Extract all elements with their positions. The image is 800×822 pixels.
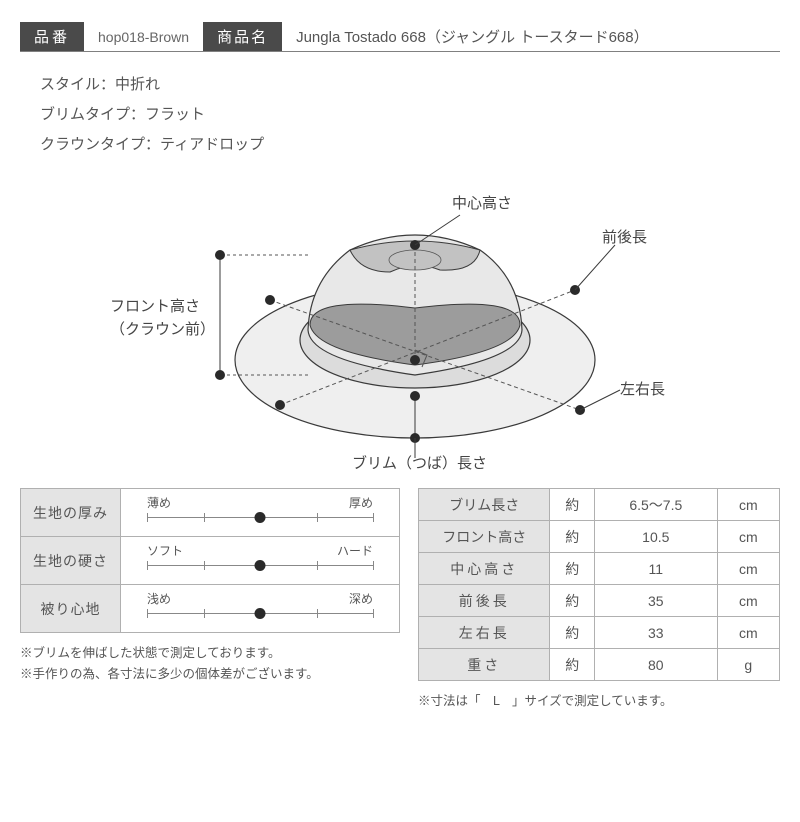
slider-tick (147, 561, 148, 570)
note-right: ※寸法は「 L 」サイズで測定しています。 (418, 691, 780, 712)
label-brim: ブリム（つば）長さ (352, 452, 487, 473)
measurement-table: ブリム長さ約6.5～7.5cmフロント高さ約10.5cm中心高さ約11cm前後長… (418, 488, 780, 681)
spec-list: スタイル：中折れ ブリムタイプ：フラット クラウンタイプ：ティアドロップ (40, 70, 800, 160)
slider-tick (373, 609, 374, 618)
measure-value: 33 (595, 617, 718, 649)
slider-tick (373, 513, 374, 522)
measure-value: 6.5～7.5 (595, 489, 718, 521)
measure-unit: cm (717, 521, 779, 553)
measure-label: フロント高さ (419, 521, 550, 553)
label-front-back: 前後長 (602, 226, 647, 247)
code-value: hop018-Brown (84, 22, 203, 51)
spec-line: クラウンタイプ：ティアドロップ (40, 130, 800, 160)
spec-line: ブリムタイプ：フラット (40, 100, 800, 130)
hat-diagram: 中心高さ 前後長 左右長 ブリム（つば）長さ フロント高さ （クラウン前） (20, 160, 780, 480)
label-front-height: フロント高さ （クラウン前） (110, 296, 215, 341)
slider-tick (147, 609, 148, 618)
measure-unit: cm (717, 489, 779, 521)
measure-approx: 約 (550, 649, 595, 681)
measure-approx: 約 (550, 489, 595, 521)
slider-max-label: 深め (349, 590, 373, 607)
measure-value: 11 (595, 553, 718, 585)
measure-approx: 約 (550, 553, 595, 585)
measure-label: 中心高さ (419, 553, 550, 585)
slider-dot (255, 512, 266, 523)
header-bar: 品番 hop018-Brown 商品名 Jungla Tostado 668（ジ… (20, 22, 780, 52)
slider-tick (317, 609, 318, 618)
slider-max-label: 厚め (349, 494, 373, 511)
measure-value: 35 (595, 585, 718, 617)
measure-label: ブリム長さ (419, 489, 550, 521)
slider-track (147, 565, 373, 566)
name-value: Jungla Tostado 668（ジャングル トースタード668） (282, 22, 663, 51)
slider-tick (204, 609, 205, 618)
slider-dot (255, 560, 266, 571)
measure-unit: cm (717, 553, 779, 585)
spec-line: スタイル：中折れ (40, 70, 800, 100)
sliders-column: 生地の厚み 薄め 厚め生地の硬さ ソフト ハード被り心地 浅め 深め ※ブリムを伸ばした状態… (20, 488, 400, 686)
slider-track (147, 613, 373, 614)
measure-label: 前後長 (419, 585, 550, 617)
slider-tick (317, 561, 318, 570)
measure-approx: 約 (550, 617, 595, 649)
slider-label: 生地の硬さ (21, 537, 121, 585)
slider-cell: 浅め 深め (121, 585, 400, 633)
measure-value: 10.5 (595, 521, 718, 553)
label-left-right: 左右長 (620, 378, 665, 399)
name-label: 商品名 (203, 22, 282, 51)
slider-tick (317, 513, 318, 522)
slider-dot (255, 608, 266, 619)
slider-tick (373, 561, 374, 570)
measurements-column: ブリム長さ約6.5～7.5cmフロント高さ約10.5cm中心高さ約11cm前後長… (418, 488, 780, 712)
measure-unit: cm (717, 617, 779, 649)
measure-label: 重さ (419, 649, 550, 681)
label-center-height: 中心高さ (452, 192, 512, 213)
measure-approx: 約 (550, 585, 595, 617)
measure-unit: cm (717, 585, 779, 617)
slider-track (147, 517, 373, 518)
slider-max-label: ハード (337, 542, 373, 559)
measure-label: 左右長 (419, 617, 550, 649)
slider-tick (204, 513, 205, 522)
slider-cell: 薄め 厚め (121, 489, 400, 537)
slider-label: 生地の厚み (21, 489, 121, 537)
slider-tick (204, 561, 205, 570)
measure-value: 80 (595, 649, 718, 681)
slider-min-label: 浅め (147, 590, 171, 607)
slider-cell: ソフト ハード (121, 537, 400, 585)
slider-tick (147, 513, 148, 522)
slider-min-label: ソフト (147, 542, 183, 559)
slider-min-label: 薄め (147, 494, 171, 511)
slider-label: 被り心地 (21, 585, 121, 633)
measure-approx: 約 (550, 521, 595, 553)
slider-table: 生地の厚み 薄め 厚め生地の硬さ ソフト ハード被り心地 浅め 深め (20, 488, 400, 633)
note-left: ※ブリムを伸ばした状態で測定しております。 ※手作りの為、各寸法に多少の個体差が… (20, 643, 400, 686)
measure-unit: g (717, 649, 779, 681)
code-label: 品番 (20, 22, 84, 51)
